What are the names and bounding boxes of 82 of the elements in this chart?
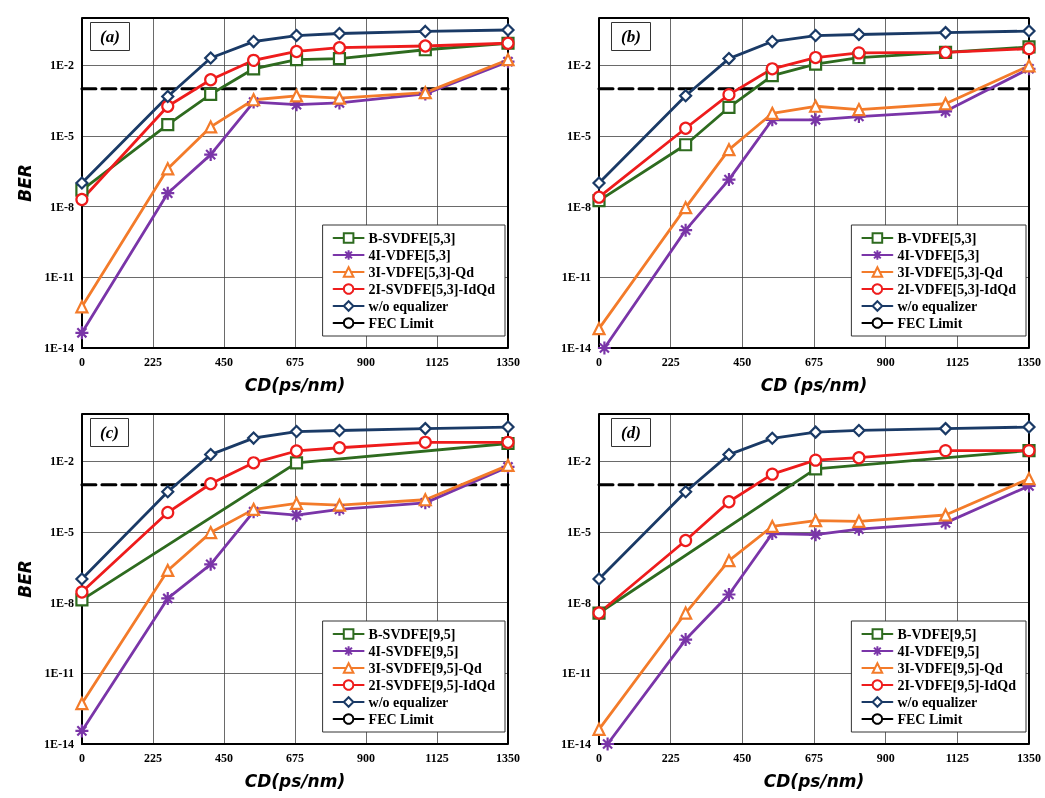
y-tick-label: 1E-5: [567, 128, 591, 143]
text: (c): [100, 423, 119, 442]
legend-label: 4I-VDFE[5,3]: [368, 247, 451, 263]
y-tick-label: 1E-14: [43, 737, 74, 751]
x-tick-label: 450: [214, 355, 233, 369]
x-tick-label: 1125: [945, 355, 970, 369]
legend-label: 3I-VDFE[5,3]-Qd: [897, 264, 1003, 280]
y-tick-label: 1E-5: [567, 524, 591, 539]
legend-label: B-VDFE[5,3]: [897, 230, 977, 246]
legend-label: 4I-VDFE[5,3]: [897, 247, 980, 263]
y-tick-label: 1E-11: [44, 666, 74, 681]
y-tick-label: 1E-5: [49, 524, 74, 539]
x-tick-label: 0: [596, 355, 602, 369]
x-tick-label: 1350: [1017, 355, 1041, 369]
legend-label: B-SVDFE[9,5]: [368, 626, 456, 642]
y-tick-label: 1E-8: [567, 199, 591, 214]
y-axis-title: BER: [14, 164, 35, 202]
x-tick-label: 450: [733, 751, 752, 765]
x-tick-label: 450: [214, 751, 233, 765]
y-tick-label: 1E-8: [49, 199, 74, 214]
y-axis-title: BER: [14, 560, 35, 598]
y-tick-label: 1E-8: [49, 595, 74, 610]
x-axis-title: CD(ps/nm): [244, 770, 346, 791]
x-tick-label: 900: [876, 355, 895, 369]
legend-label: FEC Limit: [897, 315, 963, 331]
legend-label: FEC Limit: [368, 711, 434, 727]
y-tick-label: 1E-5: [49, 128, 74, 143]
y-tick-label: 1E-11: [561, 270, 591, 285]
legend-label: FEC Limit: [368, 315, 434, 331]
x-tick-label: 1350: [496, 355, 520, 369]
y-tick-label: 1E-8: [567, 595, 591, 610]
legend-label: w/o equalizer: [368, 298, 449, 314]
x-tick-label: 1125: [425, 355, 449, 369]
y-tick-label: 1E-2: [567, 454, 591, 469]
legend-label: 2I-VDFE[9,5]-IdQd: [897, 677, 1017, 693]
y-tick-label: 1E-11: [561, 666, 591, 681]
y-tick-label: 1E-14: [561, 341, 591, 355]
x-tick-label: 675: [805, 751, 823, 765]
x-tick-label: 450: [733, 355, 752, 369]
x-tick-label: 1125: [945, 751, 970, 765]
legend-label: 4I-SVDFE[9,5]: [368, 643, 459, 659]
x-tick-label: 0: [596, 751, 602, 765]
x-axis-title: CD (ps/nm): [760, 374, 868, 395]
x-tick-label: 225: [661, 751, 680, 765]
x-tick-label: 1125: [425, 751, 449, 765]
x-tick-label: 0: [78, 751, 85, 765]
x-tick-label: 675: [285, 751, 304, 765]
legend-label: B-VDFE[9,5]: [897, 626, 977, 642]
x-tick-label: 675: [805, 355, 823, 369]
legend-label: w/o equalizer: [368, 694, 449, 710]
x-tick-label: 900: [356, 751, 375, 765]
text: (d): [621, 423, 641, 442]
x-tick-label: 0: [78, 355, 85, 369]
legend-label: 2I-VDFE[5,3]-IdQd: [897, 281, 1017, 297]
x-tick-label: 900: [356, 355, 375, 369]
x-tick-label: 225: [661, 355, 680, 369]
legend-label: w/o equalizer: [897, 298, 978, 314]
legend-label: 3I-VDFE[5,3]-Qd: [368, 264, 475, 280]
x-tick-label: 900: [876, 751, 895, 765]
legend-label: 2I-SVDFE[9,5]-IdQd: [368, 677, 496, 693]
legend-label: 3I-VDFE[9,5]-Qd: [897, 660, 1003, 676]
x-tick-label: 1350: [496, 751, 520, 765]
legend-label: 4I-VDFE[9,5]: [897, 643, 980, 659]
y-tick-label: 1E-2: [49, 58, 74, 73]
x-tick-label: 225: [143, 355, 162, 369]
legend-label: B-SVDFE[5,3]: [368, 230, 456, 246]
y-tick-label: 1E-14: [561, 737, 591, 751]
legend-label: 3I-SVDFE[9,5]-Qd: [368, 660, 482, 676]
text: (a): [100, 27, 120, 46]
legend-label: 2I-SVDFE[5,3]-IdQd: [368, 281, 496, 297]
y-tick-label: 1E-2: [567, 58, 591, 73]
x-tick-label: 1350: [1017, 751, 1041, 765]
legend-label: FEC Limit: [897, 711, 963, 727]
x-tick-label: 225: [143, 751, 162, 765]
text: (b): [621, 27, 641, 46]
x-axis-title: CD(ps/nm): [763, 770, 865, 791]
y-tick-label: 1E-14: [43, 341, 74, 355]
y-tick-label: 1E-11: [44, 270, 74, 285]
x-axis-title: CD(ps/nm): [244, 374, 346, 395]
x-tick-label: 675: [285, 355, 304, 369]
legend-label: w/o equalizer: [897, 694, 978, 710]
y-tick-label: 1E-2: [49, 454, 74, 469]
